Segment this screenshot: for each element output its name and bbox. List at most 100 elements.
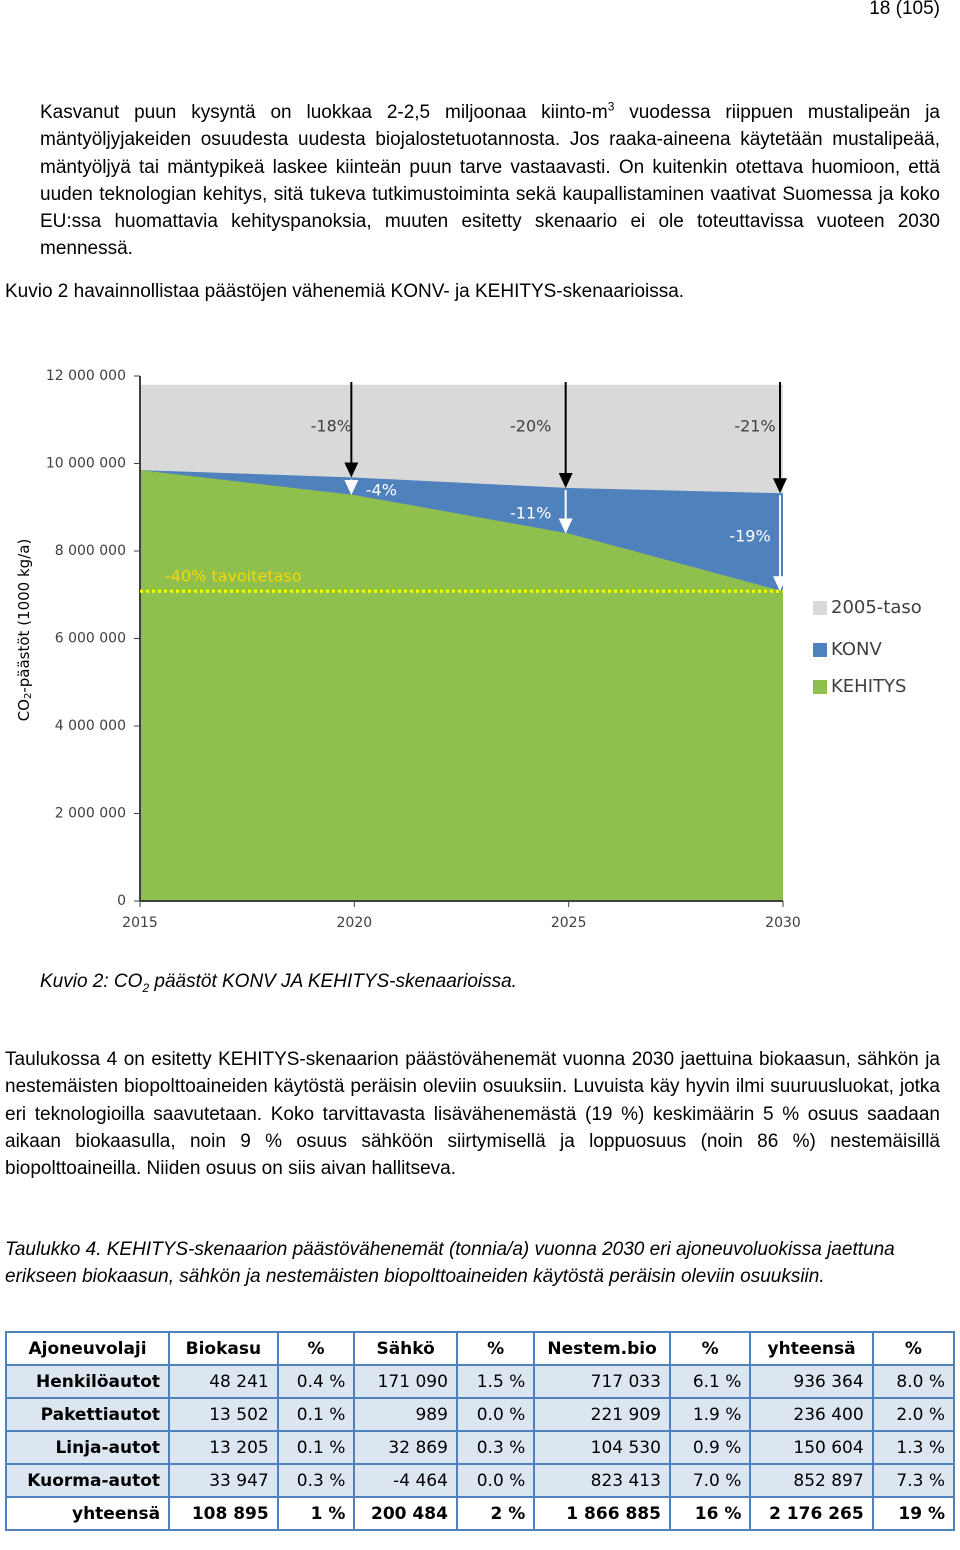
text: vuodessa riippuen mustalipeän ja mäntyöl…: [40, 102, 940, 260]
header-cell: %: [455, 1331, 536, 1366]
x-tick-label: 2030: [765, 915, 801, 931]
table-row: Kuorma-autot 33 947 0.3 % -4 464 0.0 % 823 41…: [4, 1463, 956, 1498]
text: päästöt KONV JA KEHITYS-skenaarioissa.: [149, 971, 517, 992]
header-cell: %: [871, 1331, 956, 1366]
annotation: -19%: [729, 527, 770, 546]
table-cell: 0.1 %: [276, 1430, 356, 1465]
arrow-head: [558, 473, 573, 488]
header-cell: yhteensä: [749, 1331, 874, 1366]
y-tick-label: 2 000 000: [55, 806, 126, 822]
superscript: 3: [607, 99, 615, 114]
table-cell: 7.0 %: [668, 1463, 752, 1498]
table-cell: 48 241: [168, 1364, 279, 1399]
legend-label: KEHITYS: [831, 676, 906, 697]
table-cell: 7.3 %: [871, 1463, 956, 1498]
y-tick-label: 8 000 000: [55, 543, 126, 559]
table-cell: 104 530: [533, 1430, 671, 1465]
x-tick-label: 2015: [122, 915, 158, 931]
table-cell: 989: [353, 1397, 458, 1432]
y-tick-label: 12 000 000: [46, 368, 126, 384]
table-cell: 6.1 %: [668, 1364, 752, 1399]
table-cell: 13 205: [168, 1430, 279, 1465]
annotation: -11%: [510, 504, 551, 523]
x-tick-label: 2025: [551, 915, 587, 931]
table-cell: 13 502: [168, 1397, 279, 1432]
table-cell: 0.3 %: [276, 1463, 356, 1498]
y-tick-label: 6 000 000: [55, 631, 126, 647]
paragraph: Kuvio 2 havainnollistaa päästöjen vähene…: [5, 281, 685, 302]
table-cell: 16 %: [668, 1496, 752, 1531]
table-cell: 823 413: [533, 1463, 671, 1498]
table-cell: 236 400: [749, 1397, 874, 1432]
table-cell: -4 464: [353, 1463, 458, 1498]
table-cell: 1.3 %: [871, 1430, 956, 1465]
header-cell: %: [276, 1331, 356, 1366]
table-cell: 0.9 %: [668, 1430, 752, 1465]
table-cell: 0.0 %: [455, 1397, 536, 1432]
table-cell: 1 %: [276, 1496, 356, 1531]
table-cell: Kuorma-autot: [4, 1463, 171, 1498]
subscript: 2: [142, 980, 150, 995]
text: Kasvanut puun kysyntä on luokkaa 2-2,5 m…: [40, 102, 608, 123]
annotation: -4%: [366, 481, 397, 500]
y-tick-label: 10 000 000: [46, 456, 126, 472]
x-tick-label: 2020: [337, 915, 373, 931]
header-cell: Nestem.bio: [533, 1331, 671, 1366]
table-cell: Pakettiautot: [4, 1397, 171, 1432]
table-cell: 0.1 %: [276, 1397, 356, 1432]
annotation: -21%: [734, 417, 775, 436]
table-row: Pakettiautot 13 502 0.1 % 989 0.0 % 221 909 1.…: [4, 1397, 956, 1432]
paragraph: Taulukossa 4 on esitetty KEHITYS-skenaar…: [5, 1049, 940, 1180]
header-cell: Sähkö: [353, 1331, 458, 1366]
table-cell: 1.9 %: [668, 1397, 752, 1432]
arrow-head: [344, 480, 359, 495]
paragraph: Kasvanut puun kysyntä on luokkaa 2-2,5 m…: [40, 99, 940, 263]
y-tick-label: 0: [117, 893, 126, 909]
table-header-row: Ajoneuvolaji Biokasu% Sähkö% Nestem.bio% yht…: [4, 1331, 956, 1366]
table-row: Linja-autot 13 205 0.1 % 32 869 0.3 % 104 530…: [4, 1430, 956, 1465]
table-cell: yhteensä: [4, 1496, 171, 1531]
legend-label: KONV: [831, 639, 882, 660]
subscript: 2: [23, 693, 34, 699]
y-axis-label: CO2-päästöt (1000 kg/a): [15, 539, 35, 722]
annotation: -20%: [510, 417, 551, 436]
table-row: Henkilöautot 48 241 0.4 % 171 090 1.5 % 717 0…: [4, 1364, 956, 1399]
text: Kuvio 2: CO: [40, 971, 143, 992]
y-tick-label: 4 000 000: [55, 718, 126, 734]
plot: 0 2 000 000 4 000 000 6 000 000 8 000 000 10 …: [46, 368, 922, 931]
arrow-head: [558, 518, 573, 534]
legend-swatch: [813, 601, 827, 615]
text: CO: [15, 699, 33, 721]
header-cell: Biokasu: [168, 1331, 279, 1366]
table-cell: 852 897: [749, 1463, 874, 1498]
area: [140, 470, 783, 901]
table-cell: 33 947: [168, 1463, 279, 1498]
table-cell: 150 604: [749, 1430, 874, 1465]
table-cell: 108 895: [168, 1496, 279, 1531]
table-cell: 8.0 %: [871, 1364, 956, 1399]
table-cell: Henkilöautot: [4, 1364, 171, 1399]
table-cell: 1 866 885: [533, 1496, 671, 1531]
target-label: -40% tavoitetaso: [165, 567, 302, 586]
legend-swatch: [813, 643, 827, 657]
legend-label: 2005-taso: [831, 597, 922, 618]
figure-caption: Kuvio 2: CO2 päästöt KONV JA KEHITYS-ske…: [40, 968, 940, 995]
table-cell: 0.4 %: [276, 1364, 356, 1399]
table-cell: 32 869: [353, 1430, 458, 1465]
table-cell: 2 %: [455, 1496, 536, 1531]
table: Ajoneuvolaji Biokasu% Sähkö% Nestem.bio% yht…: [4, 1331, 956, 1531]
header-cell: Ajoneuvolaji: [4, 1331, 171, 1366]
table-cell: 0.3 %: [455, 1430, 536, 1465]
table-cell: 936 364: [749, 1364, 874, 1399]
table-cell: 717 033: [533, 1364, 671, 1399]
table-cell: 1.5 %: [455, 1364, 536, 1399]
arrow-head: [773, 576, 787, 592]
table-cell: 200 484: [353, 1496, 458, 1531]
arrow-head: [773, 478, 787, 494]
table-cell: 2.0 %: [871, 1397, 956, 1432]
text: -päästöt (1000 kg/a): [15, 539, 33, 693]
table-row: yhteensä 108 895 1 % 200 484 2 % 1 866 885 16 …: [4, 1496, 956, 1531]
table-cell: 0.0 %: [455, 1463, 536, 1498]
legend-swatch: [813, 680, 827, 694]
